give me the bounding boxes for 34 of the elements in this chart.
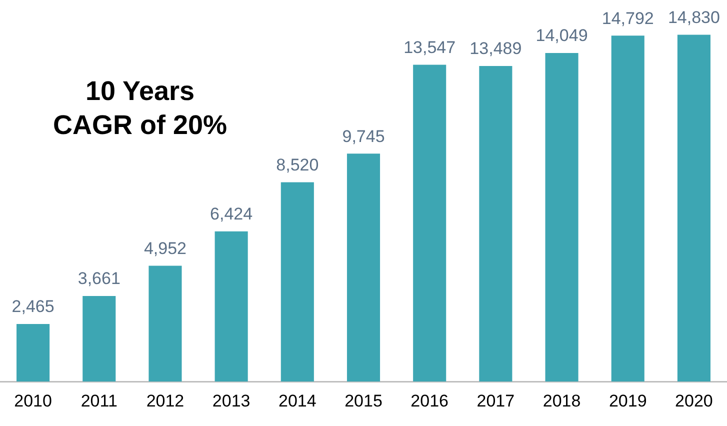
bar (677, 34, 710, 382)
x-tick-label: 2015 (344, 391, 382, 410)
data-label: 14,792 (602, 8, 654, 28)
bar (545, 52, 578, 382)
data-label: 8,520 (276, 155, 319, 174)
data-label: 13,547 (404, 38, 456, 57)
data-label: 3,661 (78, 269, 120, 288)
data-label: 9,745 (342, 126, 385, 146)
bar (479, 66, 512, 382)
bar (214, 231, 248, 382)
data-label: 4,952 (144, 238, 186, 258)
x-tick-label: 2011 (80, 391, 118, 410)
x-tick-label: 2020 (675, 391, 713, 410)
x-tick-label: 2017 (476, 391, 515, 410)
x-tick-label: 2019 (608, 391, 647, 410)
data-label: 13,489 (470, 39, 522, 58)
x-tick-label: 2010 (14, 391, 52, 410)
data-label: 2,465 (12, 297, 54, 316)
data-label: 14,049 (536, 26, 588, 46)
bar (280, 182, 314, 382)
bar (16, 324, 50, 382)
data-label: 14,830 (668, 8, 720, 27)
bar (413, 64, 446, 382)
x-tick-label: 2013 (212, 391, 250, 410)
bar (346, 154, 380, 382)
annotation: 10 Years CAGR of 20% (52, 75, 228, 142)
bar (82, 296, 116, 382)
x-tick-label: 2012 (146, 391, 184, 410)
x-tick-label: 2018 (542, 391, 581, 410)
data-label: 6,424 (210, 204, 253, 224)
bar (611, 36, 644, 382)
x-tick-label: 2014 (278, 391, 316, 410)
bar (148, 266, 182, 382)
x-tick-label: 2016 (410, 391, 449, 410)
